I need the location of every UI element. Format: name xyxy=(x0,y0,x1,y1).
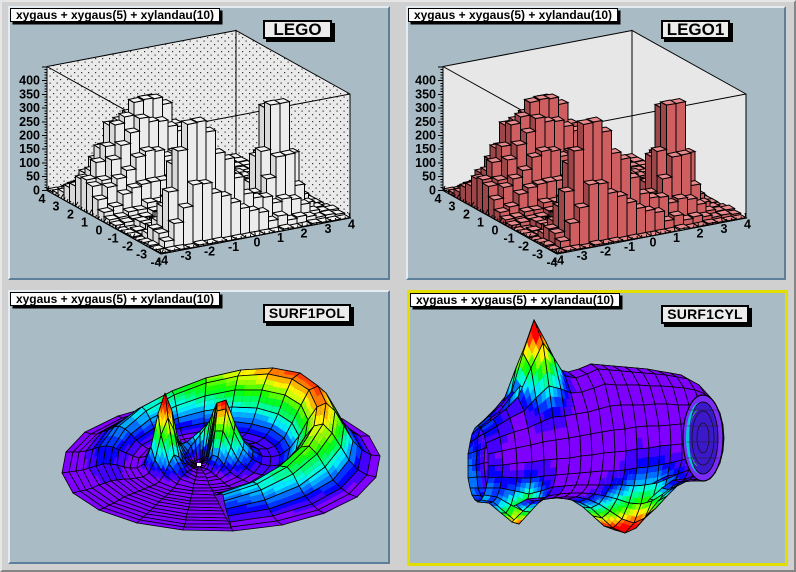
svg-text:-4: -4 xyxy=(553,254,564,268)
svg-text:-2: -2 xyxy=(122,240,133,254)
svg-text:200: 200 xyxy=(19,129,40,143)
svg-text:0: 0 xyxy=(429,184,436,198)
svg-text:100: 100 xyxy=(415,156,436,170)
svg-text:3: 3 xyxy=(721,222,728,236)
svg-text:2: 2 xyxy=(301,227,308,241)
svg-text:0: 0 xyxy=(650,236,657,250)
svg-text:-3: -3 xyxy=(532,248,543,262)
svg-text:350: 350 xyxy=(19,88,40,102)
svg-text:150: 150 xyxy=(19,142,40,156)
svg-text:-2: -2 xyxy=(518,240,529,254)
svg-text:-4: -4 xyxy=(150,256,161,270)
svg-text:50: 50 xyxy=(422,170,436,184)
svg-text:-4: -4 xyxy=(157,254,168,268)
svg-text:350: 350 xyxy=(415,88,436,102)
svg-text:2: 2 xyxy=(463,208,470,222)
svg-text:1: 1 xyxy=(477,216,484,230)
svg-text:0: 0 xyxy=(96,224,103,238)
svg-text:3: 3 xyxy=(325,222,332,236)
svg-text:250: 250 xyxy=(19,115,40,129)
svg-text:0: 0 xyxy=(492,224,499,238)
svg-text:-1: -1 xyxy=(107,232,118,246)
svg-text:-3: -3 xyxy=(576,249,587,263)
svg-text:-4: -4 xyxy=(546,256,557,270)
svg-text:-1: -1 xyxy=(624,240,635,254)
svg-text:4: 4 xyxy=(39,192,46,206)
svg-text:-2: -2 xyxy=(204,245,215,259)
svg-text:300: 300 xyxy=(415,101,436,115)
svg-text:3: 3 xyxy=(449,200,456,214)
svg-text:400: 400 xyxy=(415,74,436,88)
svg-text:150: 150 xyxy=(415,142,436,156)
svg-text:3: 3 xyxy=(53,200,60,214)
svg-text:4: 4 xyxy=(348,218,355,232)
svg-text:1: 1 xyxy=(81,216,88,230)
svg-text:1: 1 xyxy=(673,231,680,245)
svg-text:-3: -3 xyxy=(136,248,147,262)
svg-text:4: 4 xyxy=(744,218,751,232)
svg-text:-3: -3 xyxy=(180,249,191,263)
svg-text:50: 50 xyxy=(26,170,40,184)
svg-text:2: 2 xyxy=(697,227,704,241)
svg-text:-2: -2 xyxy=(600,245,611,259)
svg-text:1: 1 xyxy=(277,231,284,245)
svg-text:400: 400 xyxy=(19,74,40,88)
svg-text:300: 300 xyxy=(19,101,40,115)
svg-text:200: 200 xyxy=(415,129,436,143)
svg-text:100: 100 xyxy=(19,156,40,170)
svg-text:0: 0 xyxy=(254,236,261,250)
svg-text:-1: -1 xyxy=(503,232,514,246)
svg-text:-1: -1 xyxy=(228,240,239,254)
svg-text:0: 0 xyxy=(33,184,40,198)
svg-text:4: 4 xyxy=(435,192,442,206)
svg-text:2: 2 xyxy=(67,208,74,222)
svg-text:250: 250 xyxy=(415,115,436,129)
